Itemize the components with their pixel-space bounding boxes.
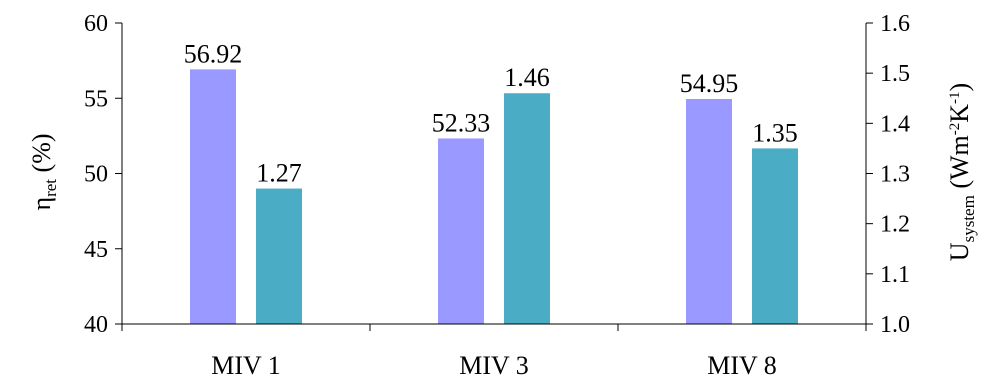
y-axis-title-left-sub: ret <box>41 179 60 197</box>
data-label-1-2: 52.33 <box>432 108 491 137</box>
y-axis-title-right-tail-1: (Wm <box>945 135 974 195</box>
bar-2-3 <box>752 148 798 324</box>
data-label-2-3: 1.35 <box>752 118 798 147</box>
y-axis-title-left-tail: (%) <box>27 133 56 178</box>
y-right-tick-label-2: 1.2 <box>880 212 910 238</box>
y-right-tick-label-0: 1.0 <box>880 312 910 338</box>
data-label-1-3: 54.95 <box>680 69 739 98</box>
y-right-tick-label-1: 1.1 <box>880 262 910 288</box>
plot-area: 56.92 1.27 MIV 1 52.33 1.46 MIV 3 54.95 1.35 MIV… <box>84 11 910 380</box>
y-left-tick-label-2: 50 <box>84 162 108 188</box>
bar-2-2 <box>504 93 550 324</box>
data-label-2-1: 1.27 <box>256 159 302 188</box>
bar-2-1 <box>256 188 302 324</box>
bar-1-1 <box>190 69 236 324</box>
y-axis-title-right-tail-3: ) <box>945 83 974 92</box>
y-axis-title-right-tail-2: K <box>945 104 974 123</box>
y-axis-title-right: Usystem (Wm-2K-1) <box>945 83 978 261</box>
y-left-tick-label-1: 45 <box>84 237 108 263</box>
y-right-tick-label-6: 1.6 <box>880 11 910 37</box>
x-tick-label-3: MIV 8 <box>707 351 777 380</box>
y-axis-title-right-main: U <box>945 242 974 261</box>
y-right-tick-label-5: 1.5 <box>880 61 910 87</box>
y-axis-title-right-sup-2: -1 <box>947 91 963 104</box>
y-right-tick-label-3: 1.3 <box>880 162 910 188</box>
y-axis-title-left-main: η <box>27 197 56 211</box>
data-label-1-1: 56.92 <box>184 39 243 68</box>
bar-1-2 <box>438 138 484 324</box>
y-axis-title-right-sup-1: -2 <box>947 123 963 136</box>
y-axis-title-left: ηret (%) <box>27 133 60 210</box>
y-left-tick-label-4: 60 <box>84 11 108 37</box>
y-left-tick-label-0: 40 <box>84 312 108 338</box>
y-right-tick-label-4: 1.4 <box>880 111 910 137</box>
y-axis-title-right-sub: system <box>959 195 978 242</box>
data-label-2-2: 1.46 <box>504 63 550 92</box>
bar-1-3 <box>686 99 732 324</box>
x-tick-label-2: MIV 3 <box>459 351 529 380</box>
y-left-tick-label-3: 55 <box>84 86 108 112</box>
x-tick-label-1: MIV 1 <box>211 351 281 380</box>
